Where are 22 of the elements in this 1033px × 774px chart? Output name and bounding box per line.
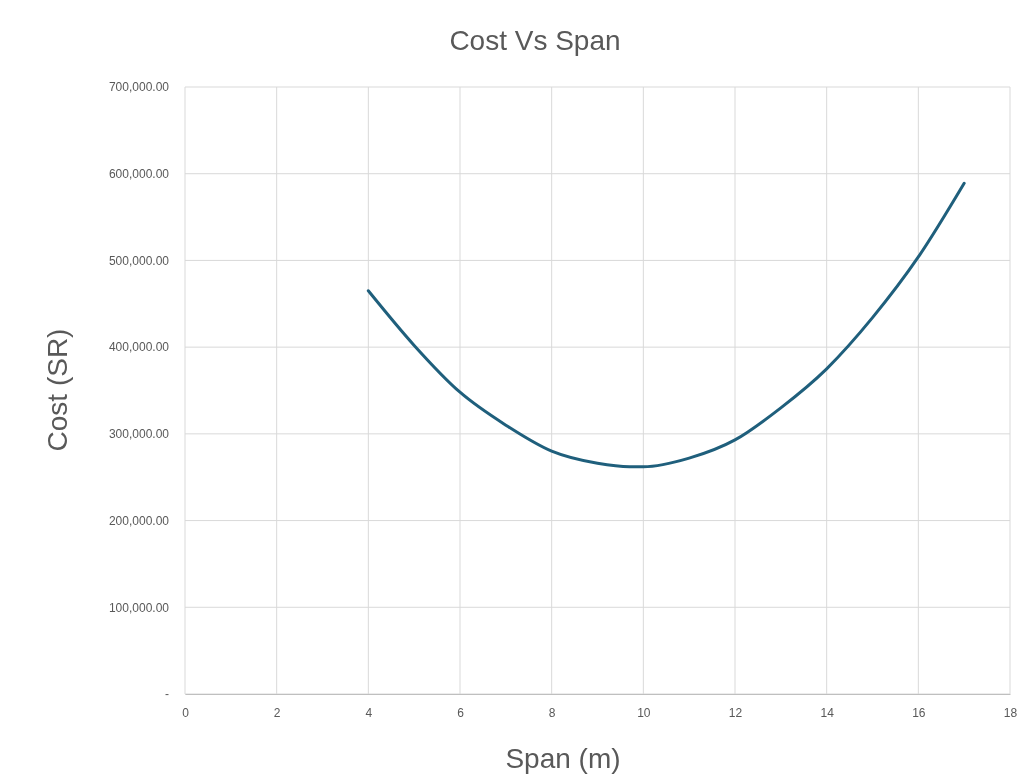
chart-title: Cost Vs Span (449, 25, 621, 56)
y-tick-label: 700,000.00 (108, 80, 170, 95)
x-tick-label: 2 (273, 705, 281, 720)
x-tick-label: 12 (728, 705, 743, 720)
y-tick-label: 100,000.00 (108, 600, 170, 615)
x-tick-label: 18 (1003, 705, 1018, 720)
y-tick-label: 600,000.00 (108, 167, 170, 182)
x-tick-label: 8 (548, 705, 556, 720)
y-tick-label: 500,000.00 (108, 253, 170, 268)
x-tick-label: 6 (457, 705, 465, 720)
y-tick-label: 200,000.00 (108, 513, 170, 528)
x-tick-label: 14 (820, 705, 835, 720)
y-tick-label: - (165, 687, 169, 702)
x-tick-label: 10 (637, 705, 651, 720)
y-tick-label: 400,000.00 (108, 340, 170, 355)
x-axis-title: Span (m) (505, 743, 621, 774)
x-tick-label: 4 (365, 705, 373, 720)
x-tick-label: 0 (182, 705, 190, 720)
y-tick-label: 300,000.00 (108, 427, 170, 442)
x-tick-label: 16 (912, 705, 926, 720)
y-axis-title: Cost (SR) (42, 328, 73, 452)
line-series (366, 181, 966, 469)
